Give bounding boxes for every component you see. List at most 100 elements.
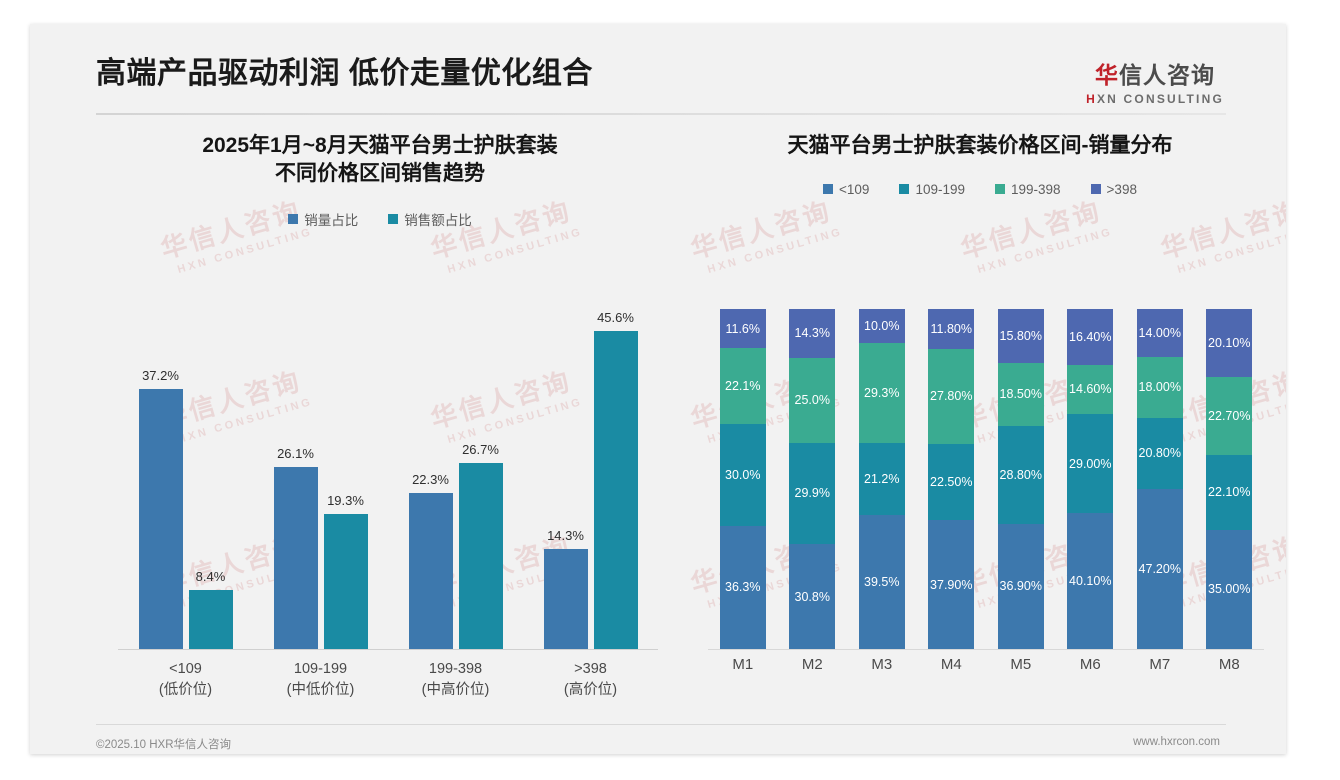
stacked-bar-segment[interactable]: 39.5%	[858, 514, 905, 649]
stacked-bar-segment[interactable]: 29.9%	[789, 442, 836, 545]
x-axis-tick-label: M6	[1079, 656, 1101, 673]
bar-wrapper: 22.3%	[408, 300, 453, 649]
stacked-bar[interactable]: 16.40% 14.60% 29.00% 40.10%	[1067, 309, 1114, 649]
x-axis-tick-label: M2	[801, 656, 823, 673]
stacked-bar[interactable]: 14.00% 18.00% 20.80% 47.20%	[1136, 309, 1183, 649]
bar-value-label: 19.3%	[327, 493, 364, 509]
stacked-bar-segment[interactable]: 20.80%	[1136, 417, 1183, 489]
stacked-bar-segment[interactable]: 18.00%	[1136, 356, 1183, 418]
stacked-bar[interactable]: 14.3% 25.0% 29.9% 30.8%	[789, 309, 836, 649]
bar[interactable]	[458, 462, 503, 649]
bar[interactable]	[543, 549, 588, 649]
stacked-bar-segment[interactable]: 30.8%	[789, 544, 836, 649]
stacked-bar-column: 16.40% 14.60% 29.00% 40.10%	[1056, 309, 1126, 649]
stacked-bar-segment[interactable]: 10.0%	[858, 309, 905, 343]
stacked-bar-segment[interactable]: 20.10%	[1206, 309, 1253, 378]
stacked-bar-segment[interactable]: 22.1%	[719, 348, 766, 424]
stacked-bar-segment[interactable]: 36.90%	[997, 523, 1044, 649]
stacked-bar-segment[interactable]: 35.00%	[1206, 529, 1253, 649]
stacked-bar-column: 20.10% 22.70% 22.10% 35.00%	[1195, 309, 1265, 649]
logo-chinese-accent: 华	[1095, 62, 1120, 88]
stacked-bar-column: 14.3% 25.0% 29.9% 30.8%	[778, 309, 848, 649]
bar-group: 37.2% 8.4%	[118, 300, 253, 649]
stacked-bar[interactable]: 11.80% 27.80% 22.50% 37.90%	[928, 309, 975, 649]
logo-english-accent: H	[1086, 92, 1097, 106]
bar-wrapper: 26.1%	[273, 300, 318, 649]
legend-label: 199-398	[1011, 181, 1061, 197]
stacked-bar-segment[interactable]: 28.80%	[997, 425, 1044, 524]
stacked-bar-segment[interactable]: 15.80%	[997, 309, 1044, 363]
stacked-bar-segment[interactable]: 36.3%	[719, 525, 766, 649]
left-chart-plot: 37.2% 8.4% 26.1% 19.3% 22.3% 26.7% 14.3% 45.6%	[118, 300, 658, 650]
bar[interactable]	[188, 590, 233, 649]
bar-value-label: 26.1%	[277, 445, 314, 461]
left-chart-x-axis	[118, 649, 658, 650]
stacked-bar-segment[interactable]: 16.40%	[1067, 309, 1114, 365]
left-chart-legend: 销量占比 销售额占比	[90, 209, 670, 229]
stacked-bar[interactable]: 11.6% 22.1% 30.0% 36.3%	[719, 309, 766, 649]
stacked-bar-segment[interactable]: 11.80%	[928, 309, 975, 350]
right-chart-legend-item[interactable]: <109	[823, 182, 869, 197]
x-axis-tick-label: <109 (低价位)	[158, 661, 213, 698]
slide-header: 高端产品驱动利润 低价走量优化组合 华信人咨询 HXN CONSULTING	[30, 24, 1286, 116]
stacked-bar-segment[interactable]: 14.00%	[1136, 309, 1183, 357]
stacked-bar[interactable]: 15.80% 18.50% 28.80% 36.90%	[997, 309, 1044, 649]
right-chart-legend-item[interactable]: >398	[1090, 182, 1137, 197]
stacked-bar-segment[interactable]: 18.50%	[997, 362, 1044, 426]
stacked-bar[interactable]: 20.10% 22.70% 22.10% 35.00%	[1206, 309, 1253, 649]
right-chart-title: 天猫平台男士护肤套装价格区间-销量分布	[690, 132, 1270, 160]
stacked-bar-segment[interactable]: 14.60%	[1067, 364, 1114, 415]
legend-label: 109-199	[915, 181, 965, 197]
legend-label: <109	[839, 181, 870, 197]
bar[interactable]	[593, 330, 638, 649]
logo-chinese-rest: 信人咨询	[1119, 62, 1216, 88]
bar[interactable]	[273, 466, 318, 649]
right-chart-x-labels: M1 M2 M3 M4 M5 M6 M7 M8	[708, 656, 1264, 673]
stacked-bar-segment[interactable]: 30.0%	[719, 423, 766, 526]
stacked-bar-segment[interactable]: 47.20%	[1136, 488, 1183, 649]
logo-chinese: 华信人咨询	[1086, 56, 1224, 90]
left-chart-x-labels: <109 (低价位) 109-199 (中低价位) 199-398 (中高价位) >398(…	[118, 659, 658, 700]
stacked-bar-segment[interactable]: 37.90%	[928, 520, 975, 649]
x-axis-tick-label: M3	[871, 656, 893, 673]
stacked-bar-column: 11.80% 27.80% 22.50% 37.90%	[917, 309, 987, 649]
stacked-bar-segment[interactable]: 14.3%	[789, 309, 836, 358]
bar[interactable]	[323, 514, 368, 649]
right-chart-title-line1: 天猫平台男士护肤套装价格区间-销量分布	[787, 134, 1173, 157]
bar[interactable]	[408, 493, 453, 649]
right-chart-legend-item[interactable]: 109-199	[899, 182, 965, 197]
left-chart-panel: 2025年1月~8月天猫平台男士护肤套装 不同价格区间销售趋势 销量占比 销售额占…	[90, 132, 670, 698]
stacked-bar-segment[interactable]: 22.70%	[1206, 377, 1253, 455]
stacked-bar-segment[interactable]: 27.80%	[928, 349, 975, 444]
x-axis-tick-label: M1	[732, 656, 754, 673]
left-chart-legend-item[interactable]: 销售额占比	[388, 209, 472, 229]
right-chart-x-axis	[708, 649, 1264, 650]
stacked-bar[interactable]: 10.0% 29.3% 21.2% 39.5%	[858, 309, 905, 649]
left-chart-title-line2: 不同价格区间销售趋势	[275, 161, 485, 185]
stacked-bar-segment[interactable]: 11.6%	[719, 309, 766, 349]
footer-website[interactable]: www.hxrcon.com	[1133, 736, 1220, 748]
stacked-bar-segment[interactable]: 21.2%	[858, 442, 905, 515]
left-chart-legend-item[interactable]: 销量占比	[288, 209, 358, 229]
logo-english-rest: XN CONSULTING	[1096, 92, 1224, 106]
stacked-bar-segment[interactable]: 40.10%	[1067, 512, 1114, 649]
brand-logo: 华信人咨询 HXN CONSULTING	[1086, 56, 1224, 106]
bar-value-label: 22.3%	[412, 472, 449, 488]
stacked-bar-segment[interactable]: 22.10%	[1206, 454, 1253, 530]
footer-copyright: ©2025.10 HXR华信人咨询	[96, 739, 232, 751]
stacked-bar-column: 15.80% 18.50% 28.80% 36.90%	[986, 309, 1056, 649]
legend-swatch-icon	[388, 214, 399, 225]
stacked-bar-segment[interactable]: 25.0%	[789, 357, 836, 443]
bar-wrapper: 37.2%	[138, 300, 183, 649]
x-axis-tick-label: M7	[1149, 656, 1171, 673]
stacked-bar-segment[interactable]: 22.50%	[928, 443, 975, 521]
bar[interactable]	[138, 389, 183, 649]
page-title: 高端产品驱动利润 低价走量优化组合	[96, 57, 593, 90]
stacked-bar-segment[interactable]: 29.3%	[858, 343, 905, 443]
stacked-bar-column: 14.00% 18.00% 20.80% 47.20%	[1125, 309, 1195, 649]
legend-label: 销量占比	[304, 213, 359, 229]
left-chart-title-line1: 2025年1月~8月天猫平台男士护肤套装	[202, 134, 558, 157]
stacked-bar-segment[interactable]: 29.00%	[1067, 414, 1114, 513]
legend-label: 销售额占比	[404, 213, 472, 229]
right-chart-legend-item[interactable]: 199-398	[995, 182, 1061, 197]
